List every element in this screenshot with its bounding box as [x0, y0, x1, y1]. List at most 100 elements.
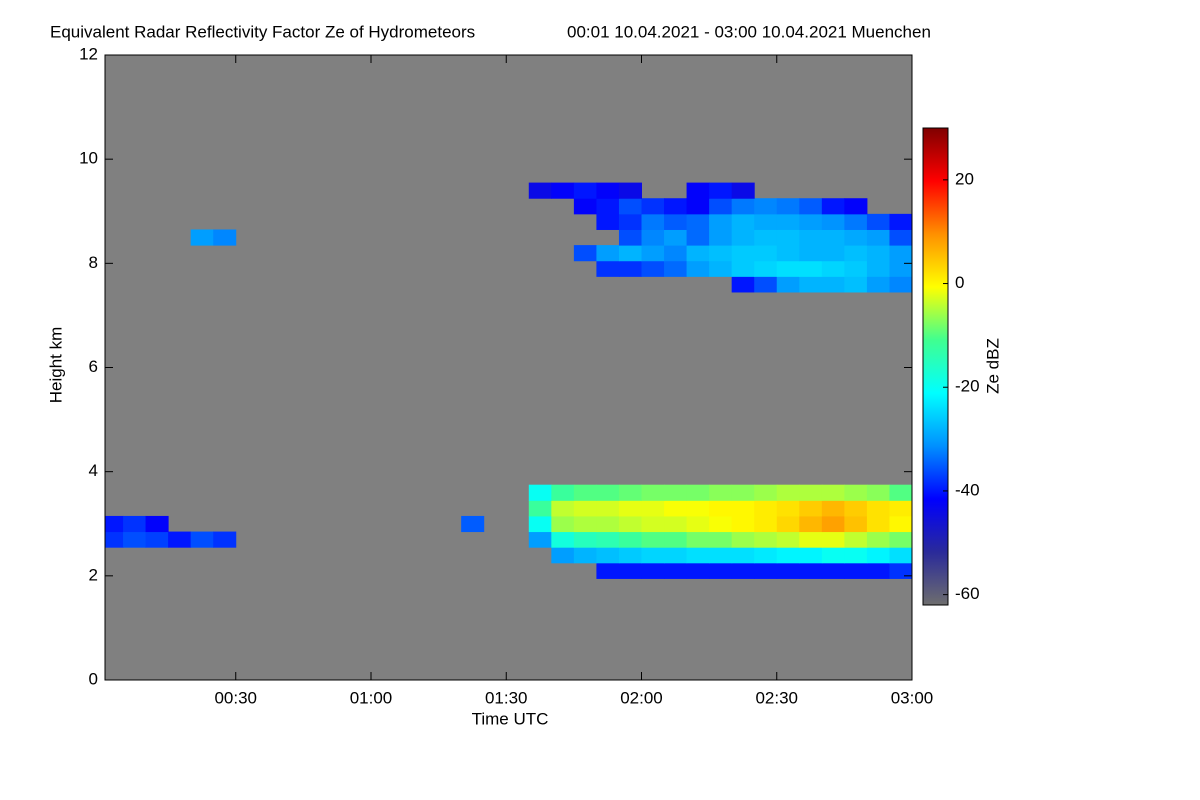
heatmap-cell: [686, 515, 710, 533]
heatmap-cell: [664, 562, 688, 579]
heatmap-cell: [731, 260, 755, 277]
heatmap-cell: [528, 484, 552, 501]
heatmap-cell: [641, 260, 665, 277]
heatmap-cell: [844, 276, 868, 293]
heatmap: [105, 182, 912, 579]
heatmap-cell: [821, 229, 845, 246]
heatmap-cell: [664, 213, 688, 230]
heatmap-cell: [731, 562, 755, 579]
heatmap-cell: [596, 547, 620, 564]
colorbar-tick-label: 0: [955, 273, 964, 292]
heatmap-cell: [821, 198, 845, 215]
heatmap-cell: [821, 276, 845, 293]
heatmap-cell: [709, 500, 733, 517]
heatmap-cell: [641, 500, 665, 517]
heatmap-cell: [686, 260, 710, 277]
heatmap-cell: [105, 515, 124, 533]
heatmap-cell: [799, 229, 823, 246]
heatmap-cell: [866, 229, 890, 246]
heatmap-cell: [618, 484, 642, 501]
heatmap-cell: [573, 484, 597, 501]
x-tick-label: 02:00: [620, 688, 663, 707]
colorbar-tick-label: -20: [955, 377, 980, 396]
heatmap-cell: [889, 531, 912, 548]
y-tick-label: 6: [89, 357, 98, 376]
heatmap-cell: [754, 198, 778, 215]
heatmap-cell: [776, 547, 800, 564]
colorbar: [922, 127, 949, 606]
heatmap-cell: [686, 500, 710, 517]
heatmap-cell: [664, 500, 688, 517]
heatmap-cell: [844, 500, 868, 517]
x-tick-label: 01:30: [485, 688, 528, 707]
heatmap-cell: [889, 213, 912, 230]
heatmap-cell: [618, 515, 642, 533]
colorbar-tick-label: -60: [955, 584, 980, 603]
x-tick-label: 01:00: [350, 688, 393, 707]
chart-title: Equivalent Radar Reflectivity Factor Ze …: [50, 22, 475, 41]
chart-subtitle: 00:01 10.04.2021 - 03:00 10.04.2021 Muen…: [567, 22, 931, 41]
heatmap-cell: [596, 245, 620, 262]
heatmap-cell: [776, 500, 800, 517]
heatmap-cell: [844, 484, 868, 501]
heatmap-cell: [731, 515, 755, 533]
heatmap-cell: [664, 484, 688, 501]
heatmap-cell: [709, 213, 733, 230]
heatmap-cell: [618, 260, 642, 277]
heatmap-cell: [799, 276, 823, 293]
heatmap-cell: [866, 260, 890, 277]
heatmap-cell: [731, 229, 755, 246]
heatmap-cell: [889, 260, 912, 277]
heatmap-cell: [821, 562, 845, 579]
heatmap-cell: [664, 260, 688, 277]
heatmap-cell: [528, 182, 552, 199]
heatmap-cell: [618, 531, 642, 548]
heatmap-cell: [664, 229, 688, 246]
heatmap-cell: [618, 182, 642, 199]
heatmap-cell: [551, 515, 575, 533]
heatmap-cell: [709, 182, 733, 199]
heatmap-cell: [889, 500, 912, 517]
heatmap-cell: [123, 531, 147, 548]
heatmap-cell: [190, 531, 214, 548]
heatmap-cell: [686, 229, 710, 246]
heatmap-cell: [844, 198, 868, 215]
heatmap-cell: [731, 500, 755, 517]
heatmap-cell: [754, 260, 778, 277]
heatmap-cell: [821, 484, 845, 501]
heatmap-cell: [641, 562, 665, 579]
heatmap-cell: [551, 484, 575, 501]
heatmap-cell: [889, 547, 912, 564]
heatmap-cell: [686, 547, 710, 564]
heatmap-cell: [686, 245, 710, 262]
colorbar-tick-label: 20: [955, 169, 974, 188]
heatmap-cell: [889, 515, 912, 533]
heatmap-cell: [551, 182, 575, 199]
heatmap-cell: [844, 229, 868, 246]
y-tick-label: 0: [89, 669, 98, 688]
heatmap-cell: [641, 484, 665, 501]
heatmap-cell: [551, 531, 575, 548]
heatmap-cell: [618, 213, 642, 230]
heatmap-cell: [686, 484, 710, 501]
heatmap-cell: [866, 562, 890, 579]
heatmap-cell: [596, 182, 620, 199]
y-axis-label: Height km: [46, 327, 65, 404]
heatmap-cell: [821, 500, 845, 517]
heatmap-cell: [596, 213, 620, 230]
heatmap-cell: [754, 562, 778, 579]
heatmap-cell: [709, 229, 733, 246]
heatmap-cell: [776, 276, 800, 293]
heatmap-cell: [866, 515, 890, 533]
heatmap-cell: [664, 245, 688, 262]
heatmap-cell: [754, 245, 778, 262]
heatmap-cell: [709, 531, 733, 548]
heatmap-cell: [889, 276, 912, 293]
heatmap-cell: [709, 245, 733, 262]
heatmap-cell: [664, 531, 688, 548]
heatmap-cell: [596, 531, 620, 548]
heatmap-cell: [731, 547, 755, 564]
heatmap-cell: [686, 198, 710, 215]
heatmap-cell: [799, 198, 823, 215]
